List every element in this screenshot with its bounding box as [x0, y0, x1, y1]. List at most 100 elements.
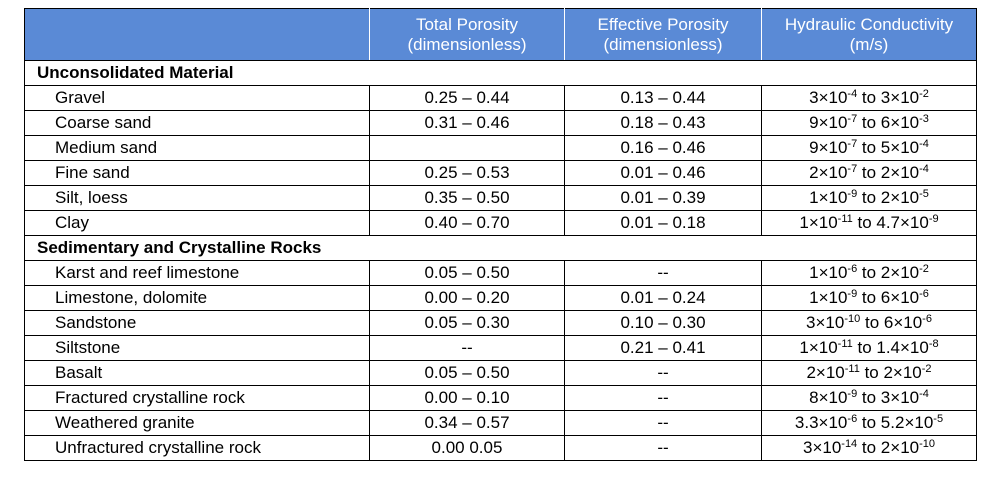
exponent: -9: [928, 213, 939, 225]
material-name: Fine sand: [24, 160, 370, 186]
text: to 2×10: [859, 363, 922, 382]
porosity-cell: 0.00 – 0.10: [369, 385, 565, 411]
exponent: -6: [847, 263, 858, 275]
exponent: -6: [919, 288, 929, 300]
porosity-cell: 0.25 – 0.53: [369, 160, 565, 186]
exponent: -11: [837, 213, 853, 225]
conductivity-cell: 1×10-6 to 2×10-2: [761, 260, 977, 286]
conductivity-cell: 2×10-7 to 2×10-4: [761, 160, 977, 186]
header-corner: [24, 8, 370, 61]
table-row: Gravel 0.25 – 0.44 0.13 – 0.44 3×10-4 to 3×…: [24, 85, 977, 111]
section-title: Unconsolidated Material: [24, 60, 977, 86]
text: to 2×10: [857, 263, 920, 282]
table-row: Silt, loess 0.35 – 0.50 0.01 – 0.39 1×10-9 …: [24, 185, 977, 211]
porosity-cell: --: [564, 385, 762, 411]
conductivity-cell: 3×10-10 to 6×10-6: [761, 310, 977, 336]
exponent: -4: [919, 138, 929, 150]
material-name: Unfractured crystalline rock: [24, 435, 370, 461]
header-text: (dimensionless): [407, 34, 527, 54]
exponent: -7: [847, 138, 858, 150]
exponent: -2: [921, 363, 932, 375]
text: to 5×10: [857, 138, 920, 157]
porosity-cell: 0.05 – 0.30: [369, 310, 565, 336]
text: 3×10: [806, 313, 845, 332]
material-name: Medium sand: [24, 135, 370, 161]
material-name: Sandstone: [24, 310, 370, 336]
material-name: Clay: [24, 210, 370, 236]
header-text: Effective Porosity: [597, 14, 729, 34]
exponent: -11: [844, 363, 860, 375]
exponent: -6: [922, 313, 932, 325]
material-name: Basalt: [24, 360, 370, 386]
text: to 5.2×10: [857, 413, 934, 432]
column-header: Effective Porosity (dimensionless): [564, 8, 762, 61]
porosity-cell: 0.01 – 0.18: [564, 210, 762, 236]
text: 1×10: [799, 213, 838, 232]
porosity-cell: --: [369, 335, 565, 361]
exponent: -7: [847, 163, 858, 175]
text: 1×10: [809, 188, 848, 207]
material-name: Gravel: [24, 85, 370, 111]
column-header: Total Porosity (dimensionless): [369, 8, 565, 61]
exponent: -2: [919, 88, 929, 100]
text: to 6×10: [860, 313, 923, 332]
conductivity-cell: 3.3×10-6 to 5.2×10-5: [761, 410, 977, 436]
text: 8×10: [809, 388, 848, 407]
table-header: Total Porosity (dimensionless) Effective P…: [24, 8, 977, 61]
exponent: -4: [847, 88, 858, 100]
porosity-cell: 0.16 – 0.46: [564, 135, 762, 161]
porosity-cell: 0.21 – 0.41: [564, 335, 762, 361]
header-row: Total Porosity (dimensionless) Effective P…: [24, 8, 977, 61]
text: 1×10: [799, 338, 838, 357]
porosity-cell: 0.40 – 0.70: [369, 210, 565, 236]
text: 3×10: [809, 88, 848, 107]
text: to 6×10: [857, 288, 920, 307]
exponent: -4: [919, 163, 929, 175]
porosity-cell: --: [564, 410, 762, 436]
conductivity-cell: 9×10-7 to 5×10-4: [761, 135, 977, 161]
conductivity-cell: 2×10-11 to 2×10-2: [761, 360, 977, 386]
header-text: (m/s): [849, 34, 889, 54]
porosity-cell: 0.05 – 0.50: [369, 360, 565, 386]
text: to 4.7×10: [852, 213, 929, 232]
text: 1×10: [809, 263, 848, 282]
table-row: Medium sand 0.16 – 0.46 9×10-7 to 5×10-4: [24, 135, 977, 161]
header-text: Hydraulic Conductivity: [784, 14, 954, 34]
exponent: -10: [844, 313, 861, 325]
conductivity-cell: 1×10-9 to 2×10-5: [761, 185, 977, 211]
exponent: -9: [847, 288, 858, 300]
conductivity-cell: 3×10-14 to 2×10-10: [761, 435, 977, 461]
table-row: Fractured crystalline rock 0.00 – 0.10 -- 8…: [24, 385, 977, 411]
material-name: Weathered granite: [24, 410, 370, 436]
exponent: -14: [841, 438, 858, 450]
porosity-cell: 0.35 – 0.50: [369, 185, 565, 211]
material-name: Silt, loess: [24, 185, 370, 211]
material-name: Coarse sand: [24, 110, 370, 136]
conductivity-cell: 3×10-4 to 3×10-2: [761, 85, 977, 111]
porosity-cell: --: [564, 260, 762, 286]
porosity-table: Total Porosity (dimensionless) Effective P…: [24, 8, 977, 461]
table-row: Siltstone -- 0.21 – 0.41 1×10-11 to 1.4×10-…: [24, 335, 977, 361]
exponent: -9: [847, 188, 858, 200]
exponent: -5: [919, 188, 929, 200]
exponent: -4: [919, 388, 929, 400]
table-body: Unconsolidated Material Gravel 0.25 – 0.44…: [24, 60, 977, 461]
text: to 3×10: [857, 388, 920, 407]
material-name: Limestone, dolomite: [24, 285, 370, 311]
exponent: -5: [933, 413, 944, 425]
table-row: Limestone, dolomite 0.00 – 0.20 0.01 – 0.2…: [24, 285, 977, 311]
porosity-cell: 0.01 – 0.46: [564, 160, 762, 186]
text: to 2×10: [857, 163, 920, 182]
table-row: Fine sand 0.25 – 0.53 0.01 – 0.46 2×10-7 to…: [24, 160, 977, 186]
exponent: -7: [847, 113, 858, 125]
text: to 6×10: [857, 113, 920, 132]
text: 9×10: [809, 113, 848, 132]
table-row: Basalt 0.05 – 0.50 -- 2×10-11 to 2×10-2: [24, 360, 977, 386]
exponent: -8: [928, 338, 939, 350]
text: 3.3×10: [794, 413, 848, 432]
exponent: -6: [847, 413, 858, 425]
porosity-cell: 0.01 – 0.24: [564, 285, 762, 311]
exponent: -2: [919, 263, 929, 275]
header-text: Total Porosity: [415, 14, 519, 34]
exponent: -11: [837, 338, 853, 350]
